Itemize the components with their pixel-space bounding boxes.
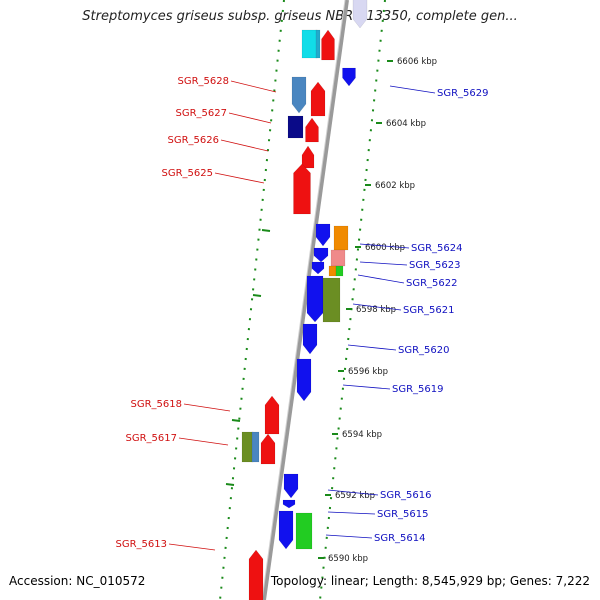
right-leader-line	[347, 344, 397, 351]
gene-arrow-5621	[306, 275, 324, 323]
gene-arrow-5622	[311, 261, 325, 275]
left-guide-dash	[225, 483, 235, 486]
left-leader-line	[230, 80, 277, 93]
right-leader-line	[389, 85, 436, 94]
left-leader-line	[220, 139, 269, 152]
kbp-tick-label: 6590 kbp	[328, 554, 368, 564]
left-guide-dash	[261, 229, 271, 232]
gene-block-5624	[333, 225, 349, 251]
left-dotted-guide	[219, 0, 285, 600]
gene-arrow-red	[321, 29, 335, 61]
kbp-tick-label: 6592 kbp	[335, 491, 375, 501]
gene-arrow-5613	[248, 549, 264, 600]
gene-block-5621	[322, 277, 341, 323]
left-leader-line	[168, 543, 216, 551]
left-guide-dash	[231, 419, 241, 422]
right-gene-label: SGR_5621	[403, 305, 455, 316]
right-leader-line	[327, 489, 379, 496]
kbp-tick-label: 6602 kbp	[375, 181, 415, 191]
gene-block-5628	[291, 76, 307, 114]
left-guide-dash	[252, 294, 262, 297]
gene-arrow-blue-5629	[342, 67, 356, 87]
kbp-tick-label: 6606 kbp	[397, 57, 437, 67]
topology-text: Topology: linear; Length: 8,545,929 bp; …	[270, 574, 590, 588]
gene-block-5622b	[335, 265, 344, 277]
left-leader-line	[214, 172, 265, 184]
right-gene-label: SGR_5615	[377, 509, 429, 520]
gene-block-cyan	[301, 29, 318, 59]
left-gene-label: SGR_5628	[178, 76, 230, 87]
right-leader-line	[327, 511, 376, 515]
right-leader-line	[342, 384, 391, 390]
right-gene-label: SGR_5620	[398, 345, 450, 356]
kbp-tick-label: 6594 kbp	[342, 430, 382, 440]
right-gene-label: SGR_5623	[409, 260, 461, 271]
kbp-tick-label: 6604 kbp	[386, 119, 426, 129]
right-gene-label: SGR_5624	[411, 243, 463, 254]
gene-arrow-5626	[301, 145, 315, 169]
right-leader-line	[352, 303, 402, 311]
right-leader-line	[325, 534, 373, 539]
gene-arrow-5616	[283, 473, 299, 499]
gene-block-5622a	[328, 265, 337, 277]
gene-arrow-5615	[282, 499, 296, 509]
gene-arrow-5627	[305, 117, 319, 143]
left-gene-label: SGR_5625	[162, 168, 214, 179]
left-gene-label: SGR_5617	[126, 433, 178, 444]
gene-arrow-5614	[278, 510, 294, 550]
left-gene-label: SGR_5618	[131, 399, 183, 410]
gene-arrow-5618	[264, 395, 280, 435]
left-gene-label: SGR_5626	[168, 135, 220, 146]
left-leader-line	[228, 112, 272, 124]
gene-block-5623	[330, 249, 346, 267]
gene-arrow-5619	[296, 358, 312, 402]
kbp-tick-label: 6600 kbp	[365, 243, 405, 253]
gene-arrow-5625	[293, 163, 311, 215]
gene-block-5617b	[251, 431, 260, 463]
right-gene-label: SGR_5614	[374, 533, 426, 544]
gene-arrow-5620	[302, 323, 318, 355]
right-leader-line	[359, 243, 410, 249]
left-gene-label: SGR_5613	[116, 539, 168, 550]
left-leader-line	[178, 437, 229, 446]
gene-arrow-top	[352, 0, 368, 29]
right-gene-label: SGR_5622	[406, 278, 458, 289]
kbp-tick-label: 6598 kbp	[356, 305, 396, 315]
gene-arrow-5628	[310, 81, 326, 117]
genome-axis	[262, 0, 349, 600]
right-dotted-guide	[319, 0, 386, 600]
gene-arrow-5624	[315, 223, 331, 247]
right-leader-line	[357, 274, 405, 284]
genome-axis-highlight	[261, 0, 346, 600]
left-leader-line	[183, 403, 231, 412]
right-leader-line	[359, 261, 408, 266]
gene-block-5614	[295, 512, 313, 550]
gene-arrow-5617	[260, 433, 276, 465]
right-gene-label: SGR_5629	[437, 88, 489, 99]
map-title: Streptomyces griseus subsp. griseus NBRC…	[82, 9, 518, 24]
right-gene-label: SGR_5616	[380, 490, 432, 501]
gene-block-5627	[287, 115, 304, 139]
gene-block-cyan-edge	[315, 29, 321, 59]
kbp-tick-label: 6596 kbp	[348, 367, 388, 377]
gene-arrow-5623	[313, 247, 329, 263]
accession-text: Accession: NC_010572	[9, 574, 146, 588]
gene-block-5617a	[241, 431, 254, 463]
right-gene-label: SGR_5619	[392, 384, 444, 395]
left-gene-label: SGR_5627	[176, 108, 228, 119]
